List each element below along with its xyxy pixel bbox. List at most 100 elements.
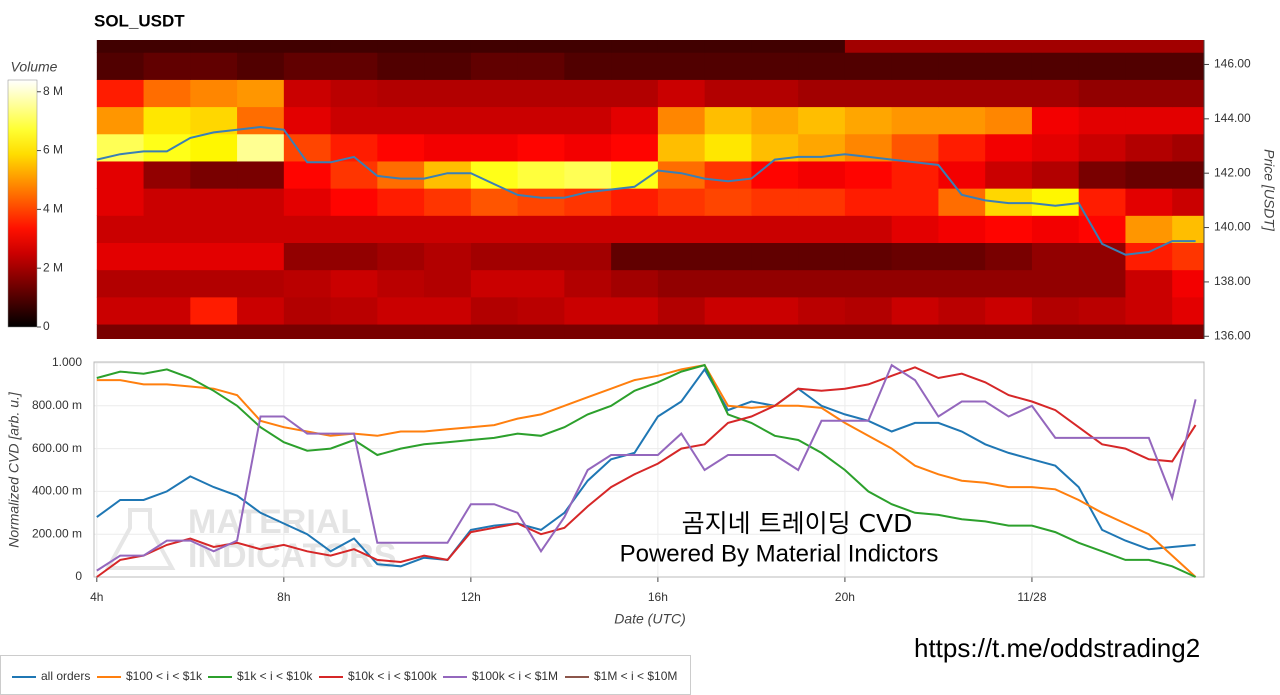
heat-cell: [938, 79, 986, 108]
heat-cell: [283, 52, 332, 80]
heat-cell: [891, 215, 939, 244]
heat-cell: [611, 133, 659, 162]
heat-cell: [517, 269, 565, 298]
colorbar-title: Volume: [11, 59, 58, 75]
legend-label: $10k < i < $100k: [348, 669, 438, 683]
heat-cell: [330, 106, 378, 135]
heat-cell: [1078, 133, 1126, 162]
heat-cell: [517, 40, 565, 53]
heat-cell: [564, 40, 612, 53]
heat-cell: [237, 40, 285, 53]
heat-cell: [517, 52, 565, 80]
heat-cell: [190, 79, 238, 108]
heat-cell: [96, 106, 145, 135]
heat-cell: [377, 133, 425, 162]
series-line: [96, 366, 1197, 578]
heat-cell: [985, 324, 1033, 339]
heat-cell: [564, 324, 612, 339]
heat-cell: [1031, 324, 1080, 339]
heat-cell: [985, 242, 1033, 271]
watermark-icon: [104, 508, 176, 570]
heat-cell: [1078, 40, 1126, 53]
heat-cell: [798, 215, 846, 244]
heat-cell: [1031, 133, 1080, 162]
heat-cell: [938, 40, 986, 53]
heat-cell: [1172, 106, 1204, 135]
heat-cell: [377, 106, 425, 135]
heat-cell: [237, 79, 285, 108]
heat-cell: [470, 188, 519, 216]
heat-cell: [424, 242, 472, 271]
heat-cell: [657, 188, 706, 216]
heat-cell: [517, 188, 565, 216]
heat-cell: [470, 215, 519, 244]
heat-cell: [798, 52, 846, 80]
heat-cell: [844, 242, 893, 271]
heat-cell: [96, 242, 145, 271]
heat-cell: [657, 106, 706, 135]
heat-cell: [1172, 52, 1204, 80]
heat-cell: [938, 133, 986, 162]
heat-cell: [330, 40, 378, 53]
heat-cell: [377, 188, 425, 216]
heat-cell: [517, 324, 565, 339]
series-line: [96, 363, 1197, 578]
colorbar-tick-label: 0: [43, 319, 50, 333]
heat-cell: [751, 296, 799, 325]
y-axis-title: Normalized CVD [arb. u.]: [6, 391, 22, 548]
heat-cell: [1031, 242, 1080, 271]
heat-cell: [798, 106, 846, 135]
heat-cell: [283, 324, 332, 339]
heat-cell: [1031, 160, 1080, 189]
heat-cell: [657, 215, 706, 244]
heat-cell: [798, 324, 846, 339]
heat-cell: [985, 106, 1033, 135]
heat-cell: [704, 296, 752, 325]
heat-cell: [283, 133, 332, 162]
heat-cell: [704, 160, 752, 189]
heat-cell: [985, 296, 1033, 325]
heat-cell: [190, 296, 238, 325]
heat-cell: [1125, 296, 1173, 325]
heat-cell: [704, 269, 752, 298]
heat-cell: [330, 160, 378, 189]
heat-cell: [96, 40, 145, 53]
heat-cell: [190, 133, 238, 162]
heat-cell: [377, 324, 425, 339]
heat-cell: [704, 242, 752, 271]
y2-tick-label: 138.00: [1214, 274, 1251, 288]
heat-cell: [1031, 106, 1080, 135]
heat-cell: [190, 242, 238, 271]
heat-cell: [143, 133, 191, 162]
heat-cell: [377, 52, 425, 80]
heat-cell: [517, 242, 565, 271]
heat-cell: [844, 324, 893, 339]
x-tick-label: 8h: [277, 590, 290, 604]
heat-cell: [938, 242, 986, 271]
heat-cell: [1125, 133, 1173, 162]
heat-cell: [564, 215, 612, 244]
overlay-title: 곰지네 트레이딩 CVD: [682, 509, 913, 538]
heat-cell: [844, 188, 893, 216]
legend-label: $100 < i < $1k: [126, 669, 203, 683]
heat-cell: [891, 296, 939, 325]
heat-cell: [938, 324, 986, 339]
heat-cell: [517, 296, 565, 325]
heat-cell: [1125, 40, 1173, 53]
heat-cell: [611, 296, 659, 325]
heat-cell: [143, 188, 191, 216]
heat-cell: [470, 324, 519, 339]
heat-cell: [283, 269, 332, 298]
heat-cell: [564, 296, 612, 325]
heat-cell: [517, 133, 565, 162]
heat-cell: [237, 296, 285, 325]
heat-cell: [938, 296, 986, 325]
y2-tick-label: 136.00: [1214, 328, 1251, 342]
heat-cell: [657, 79, 706, 108]
heat-cell: [424, 52, 472, 80]
heat-cell: [1078, 79, 1126, 108]
heat-cell: [1125, 215, 1173, 244]
heat-cell: [1172, 296, 1204, 325]
heat-cell: [611, 324, 659, 339]
heat-cell: [938, 188, 986, 216]
